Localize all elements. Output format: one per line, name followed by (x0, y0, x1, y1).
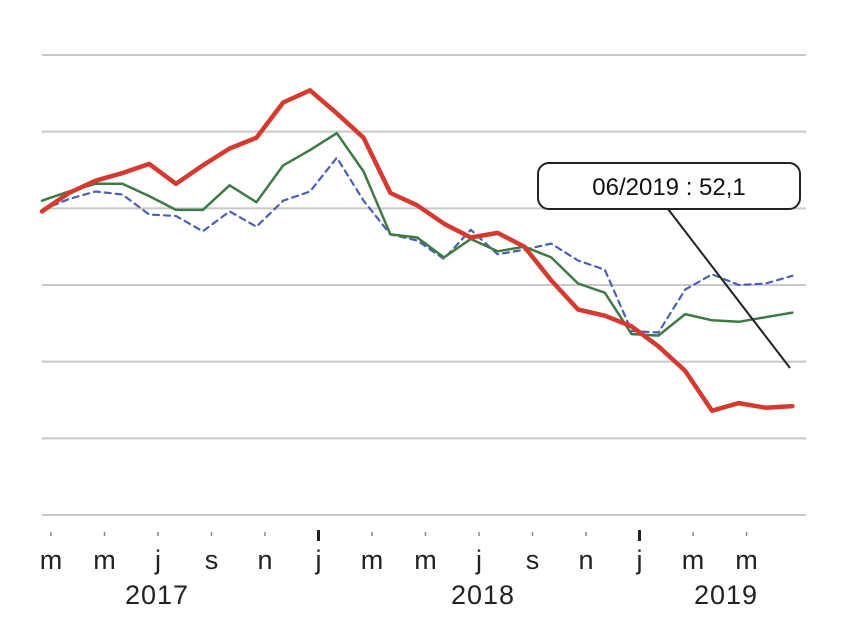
series-line-solid (40, 131, 794, 337)
x-tick-label: j (636, 545, 643, 575)
x-tick-label: n (578, 545, 593, 575)
series-lines (39, 88, 795, 413)
x-axis-ticks (50, 530, 748, 541)
x-tick-label: m (40, 545, 63, 575)
series-line-dashed (40, 156, 794, 334)
series-line-solid-thick (39, 88, 795, 413)
x-tick-label: m (682, 545, 705, 575)
year-label: 2018 (451, 580, 515, 610)
x-tick-label: s (205, 545, 219, 575)
callout-text: 06/2019 : 52,1 (592, 174, 745, 201)
year-label: 2017 (125, 580, 189, 610)
gridlines (42, 54, 806, 516)
x-tick-label: m (361, 545, 384, 575)
x-tick-label: j (154, 545, 161, 575)
x-tick-label: j (475, 545, 482, 575)
x-tick-label: m (735, 545, 758, 575)
x-tick-label: s (526, 545, 540, 575)
callout-leader-line (667, 208, 791, 369)
x-tick-label: j (315, 545, 322, 575)
callout-box (537, 162, 801, 210)
value-callout: 06/2019 : 52,1 (537, 162, 801, 369)
year-label: 2019 (694, 580, 758, 610)
x-tick-label: m (93, 545, 116, 575)
x-tick-label: m (414, 545, 437, 575)
year-labels: 2017 2018 2019 (125, 580, 758, 610)
x-tick-label: n (257, 545, 272, 575)
